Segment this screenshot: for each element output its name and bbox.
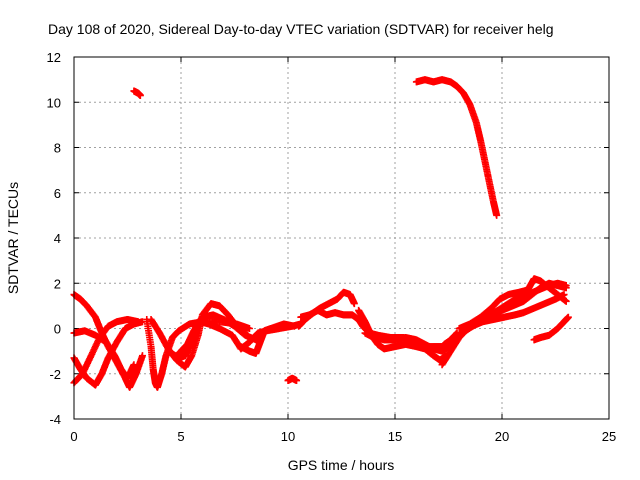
y-tick-label: -2 bbox=[49, 367, 61, 382]
y-axis-label: SDTVAR / TECUs bbox=[5, 182, 21, 294]
chart-title: Day 108 of 2020, Sidereal Day-to-day VTE… bbox=[48, 21, 554, 37]
series-track-b bbox=[70, 318, 146, 389]
x-tick-label: 5 bbox=[177, 429, 184, 444]
x-tick-label: 25 bbox=[602, 429, 616, 444]
series-track-u bbox=[412, 76, 501, 219]
series-track-c bbox=[70, 315, 142, 387]
x-tick-label: 20 bbox=[495, 429, 509, 444]
y-tick-label: 12 bbox=[47, 50, 61, 65]
series-track-t bbox=[284, 374, 301, 385]
data-point bbox=[293, 377, 301, 385]
y-tick-label: 10 bbox=[47, 95, 61, 110]
y-tick-label: 2 bbox=[54, 276, 61, 291]
y-tick-label: 6 bbox=[54, 186, 61, 201]
grid bbox=[74, 57, 609, 419]
data-marks bbox=[70, 76, 572, 391]
data-point bbox=[350, 300, 358, 308]
series-track-s bbox=[130, 87, 144, 99]
data-point bbox=[493, 211, 501, 219]
data-point bbox=[560, 291, 568, 299]
series-track-i bbox=[237, 320, 298, 357]
data-point bbox=[130, 361, 138, 369]
data-point bbox=[564, 313, 572, 321]
series-track-d bbox=[70, 327, 138, 382]
series-track-r bbox=[530, 313, 572, 344]
data-point bbox=[562, 297, 570, 305]
data-point bbox=[136, 91, 144, 99]
data-point bbox=[134, 318, 142, 326]
series-track-q bbox=[468, 291, 568, 330]
x-tick-label: 15 bbox=[388, 429, 402, 444]
x-tick-label: 10 bbox=[281, 429, 295, 444]
x-axis-label: GPS time / hours bbox=[288, 457, 395, 473]
data-point bbox=[245, 325, 253, 332]
data-point bbox=[138, 352, 146, 360]
y-tick-label: 8 bbox=[54, 141, 61, 156]
x-tick-label: 0 bbox=[70, 429, 77, 444]
plot-frame bbox=[73, 56, 610, 420]
y-tick-label: 4 bbox=[54, 231, 61, 246]
series-track-j bbox=[295, 288, 358, 330]
data-point bbox=[562, 282, 570, 290]
y-tick-label: -4 bbox=[49, 412, 61, 427]
y-tick-label: 0 bbox=[54, 322, 61, 337]
